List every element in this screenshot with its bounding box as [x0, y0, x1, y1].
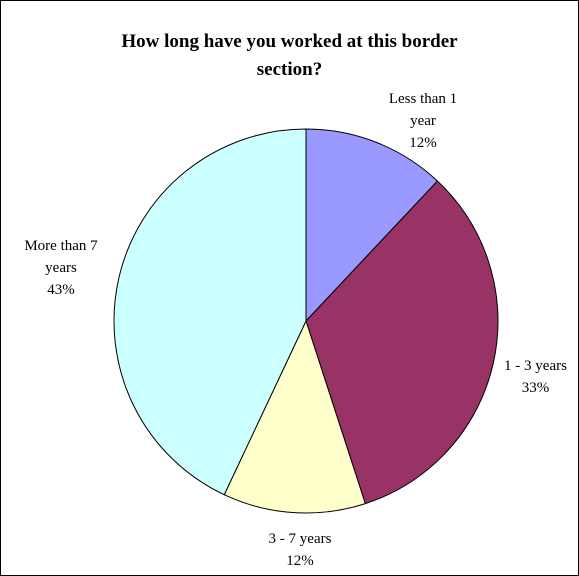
slice-percent: 33% — [521, 380, 550, 396]
pie-slice-more-than-7-years — [113, 128, 307, 496]
slice-name-line: 3 - 7 years — [268, 531, 332, 547]
chart-title: How long have you worked at this border … — [0, 28, 579, 84]
slice-name-line: More than 7 — [24, 238, 98, 254]
slice-label-1-3-years: 1 - 3 years 33% — [492, 355, 579, 399]
slice-label-3-7-years: 3 - 7 years 12% — [250, 528, 350, 572]
pie-slice-less-than-1-year — [305, 128, 439, 323]
pie-slices — [113, 128, 499, 514]
pie-slice-3-7-years — [223, 319, 366, 514]
chart-title-line-2: section? — [256, 59, 323, 80]
slice-label-less-than-1-year: Less than 1 year 12% — [368, 88, 478, 154]
slice-percent: 43% — [47, 282, 75, 298]
slice-name-line: 1 - 3 years — [504, 358, 567, 374]
slice-name-line: years — [45, 260, 77, 276]
slice-label-more-than-7-years: More than 7 years 43% — [6, 235, 116, 301]
slice-name-line: year — [410, 113, 436, 129]
slice-name-line: Less than 1 — [388, 91, 458, 107]
slice-percent: 12% — [286, 553, 314, 569]
slice-percent: 12% — [409, 135, 437, 151]
chart-title-line-1: How long have you worked at this border — [121, 31, 458, 52]
pie-slice-1-3-years — [305, 180, 499, 505]
